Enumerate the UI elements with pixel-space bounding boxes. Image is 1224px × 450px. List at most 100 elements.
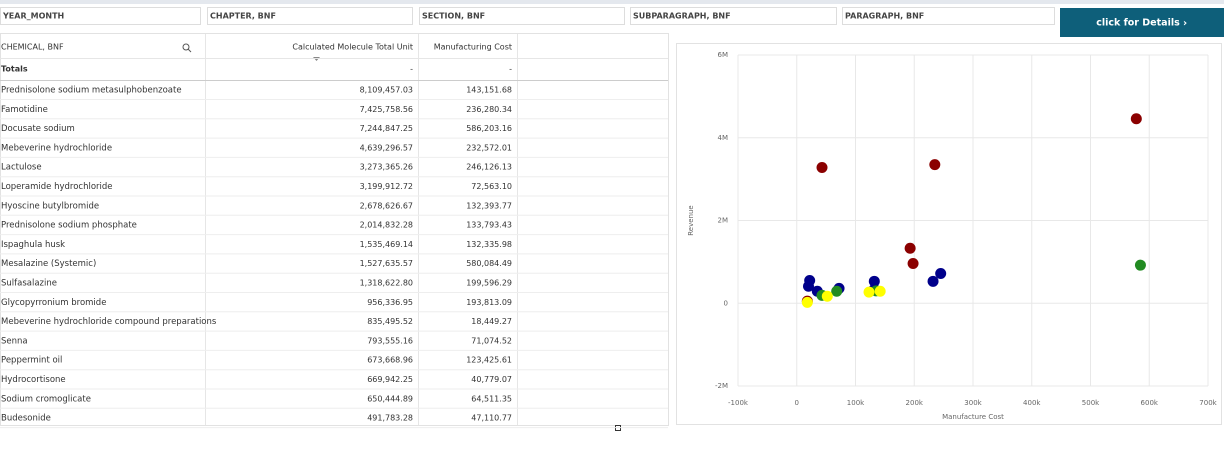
filter-label[interactable]: PARAGRAPH, BNF bbox=[845, 12, 924, 21]
table-cell: 72,563.10 bbox=[471, 182, 512, 191]
table-cell: 673,668.96 bbox=[367, 356, 413, 365]
table-cell: 133,793.43 bbox=[466, 221, 512, 230]
scatter-point[interactable] bbox=[863, 286, 875, 298]
table-cell: 491,783.28 bbox=[367, 414, 413, 423]
x-tick-label: 0 bbox=[795, 399, 799, 407]
table-cell: 47,110.77 bbox=[471, 414, 512, 423]
column-header[interactable]: Calculated Molecule Total Unit bbox=[292, 43, 413, 52]
table-cell: 3,199,912.72 bbox=[360, 182, 413, 191]
table-cell: Lactulose bbox=[1, 163, 42, 173]
table-cell: Ispaghula husk bbox=[1, 240, 65, 250]
scatter-point[interactable] bbox=[935, 267, 947, 279]
table-cell: 193,813.09 bbox=[466, 298, 512, 307]
table-cell: Mebeverine hydrochloride compound prepar… bbox=[1, 317, 217, 327]
x-tick-label: 200k bbox=[906, 399, 924, 407]
table-cell: 1,535,469.14 bbox=[360, 240, 413, 249]
table-cell: 3,273,365.26 bbox=[360, 163, 413, 172]
table-cell: Prednisolone sodium metasulphobenzoate bbox=[1, 86, 182, 96]
scatter-point[interactable] bbox=[904, 242, 916, 254]
filter-label[interactable]: SECTION, BNF bbox=[422, 12, 485, 21]
filter-label[interactable]: YEAR_MONTH bbox=[2, 12, 64, 21]
filter-box[interactable] bbox=[419, 7, 625, 25]
table-cell: Sodium cromoglicate bbox=[1, 394, 91, 404]
column-header[interactable]: Manufacturing Cost bbox=[434, 43, 512, 52]
totals-cell: Totals bbox=[1, 65, 28, 74]
scatter-point[interactable] bbox=[831, 285, 843, 297]
y-tick-label: 4M bbox=[718, 134, 729, 142]
table-cell: Hyoscine butylbromide bbox=[1, 201, 99, 211]
search-icon[interactable] bbox=[182, 43, 190, 51]
table-cell: 793,555.16 bbox=[367, 336, 413, 345]
table-cell: Prednisolone sodium phosphate bbox=[1, 221, 137, 231]
scatter-point[interactable] bbox=[816, 162, 828, 174]
x-axis-title: Manufacture Cost bbox=[942, 413, 1004, 421]
filter-box[interactable] bbox=[0, 7, 201, 25]
x-tick-label: 300k bbox=[964, 399, 982, 407]
details-button[interactable] bbox=[1060, 8, 1224, 37]
filter-box[interactable] bbox=[842, 7, 1055, 25]
table-cell: 132,335.98 bbox=[466, 240, 512, 249]
table-cell: 71,074.52 bbox=[471, 336, 512, 345]
table-cell: 650,444.89 bbox=[367, 394, 413, 403]
search-icon-handle bbox=[187, 48, 192, 53]
table-cell: 18,449.27 bbox=[471, 317, 512, 326]
chevron: › bbox=[1183, 18, 1187, 29]
table-cell: 143,151.68 bbox=[466, 86, 512, 95]
table-cell: 835,495.52 bbox=[367, 317, 413, 326]
filter-box[interactable] bbox=[207, 7, 413, 25]
scatter-point[interactable] bbox=[1130, 113, 1142, 125]
x-tick-label: 100k bbox=[847, 399, 865, 407]
table-cell: Hydrocortisone bbox=[1, 375, 66, 385]
table-cell: 123,425.61 bbox=[466, 356, 512, 365]
table-cell: Budesonide bbox=[1, 414, 51, 424]
y-tick-label: 2M bbox=[718, 217, 729, 225]
table-cell: 586,203.16 bbox=[466, 124, 512, 133]
scatter-point[interactable] bbox=[874, 285, 886, 297]
table-cell: 7,425,758.56 bbox=[360, 105, 413, 114]
table-cell: 2,678,626.67 bbox=[360, 201, 413, 210]
table-cell: Loperamide hydrochloride bbox=[1, 182, 113, 192]
table-cell: 956,336.95 bbox=[367, 298, 413, 307]
scatter-point[interactable] bbox=[803, 280, 814, 292]
scatter-point[interactable] bbox=[821, 290, 833, 302]
x-tick-label: -100k bbox=[728, 399, 749, 407]
scatter-point[interactable] bbox=[929, 159, 941, 171]
filter-label[interactable]: CHAPTER, BNF bbox=[210, 12, 276, 21]
scatter-point[interactable] bbox=[868, 275, 880, 287]
table-cell: 8,109,457.03 bbox=[360, 86, 413, 95]
button-label[interactable]: click for Details bbox=[1096, 18, 1180, 29]
table-cell: 7,244,847.25 bbox=[360, 124, 413, 133]
table-cell: 2,014,832.28 bbox=[360, 221, 413, 230]
x-tick-label: 500k bbox=[1082, 399, 1100, 407]
table-cell: Mebeverine hydrochloride bbox=[1, 143, 112, 153]
table-cell: 246,126.13 bbox=[466, 163, 512, 172]
filter-label[interactable]: SUBPARAGRAPH, BNF bbox=[633, 12, 731, 21]
scatter-point[interactable] bbox=[801, 296, 813, 308]
table-cell: Famotidine bbox=[1, 105, 48, 115]
table-cell: Peppermint oil bbox=[1, 356, 62, 366]
chart-panel bbox=[676, 43, 1222, 425]
totals-cell: - bbox=[410, 65, 413, 74]
scatter-point[interactable] bbox=[907, 258, 919, 270]
table-cell: 132,393.77 bbox=[466, 201, 512, 210]
table-cell: 40,779.07 bbox=[471, 375, 512, 384]
y-tick-label: -2M bbox=[715, 382, 728, 390]
x-tick-label: 400k bbox=[1023, 399, 1041, 407]
totals-cell: - bbox=[509, 65, 512, 74]
y-tick-label: 0 bbox=[724, 299, 728, 307]
y-axis-title: Revenue bbox=[687, 205, 695, 236]
filter-box[interactable] bbox=[630, 7, 837, 25]
content: YEAR_MONTH CHAPTER, BNF SECTION, BNF SUBPAR… bbox=[0, 7, 1218, 429]
x-tick-label: 600k bbox=[1141, 399, 1159, 407]
y-tick-label: 6M bbox=[718, 51, 729, 59]
table-cell: 199,596.29 bbox=[466, 279, 512, 288]
scatter-point[interactable] bbox=[1134, 259, 1146, 271]
table-cell: Senna bbox=[1, 336, 28, 346]
column-header[interactable]: CHEMICAL, BNF bbox=[1, 43, 64, 52]
table-cell: Mesalazine (Systemic) bbox=[1, 259, 96, 269]
x-tick-label: 700k bbox=[1199, 399, 1217, 407]
table-cell: 64,511.35 bbox=[471, 394, 512, 403]
table-cell: Glycopyrronium bromide bbox=[1, 298, 106, 308]
scatter-point[interactable] bbox=[927, 275, 939, 287]
